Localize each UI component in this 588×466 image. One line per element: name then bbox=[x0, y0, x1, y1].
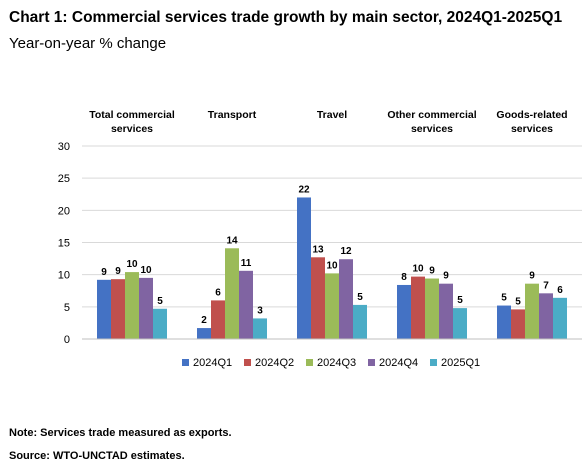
bar bbox=[339, 259, 353, 339]
bar bbox=[525, 283, 539, 339]
bar bbox=[511, 309, 525, 339]
bar bbox=[125, 272, 139, 339]
bar bbox=[253, 318, 267, 339]
data-label: 3 bbox=[257, 305, 263, 316]
legend-label: 2024Q4 bbox=[379, 357, 418, 369]
data-label: 5 bbox=[515, 296, 521, 307]
legend-swatch bbox=[182, 359, 189, 366]
data-label: 10 bbox=[326, 260, 338, 271]
bar bbox=[97, 279, 111, 339]
chart-source: Source: WTO-UNCTAD estimates. bbox=[9, 450, 185, 462]
y-tick-label: 10 bbox=[58, 270, 70, 282]
category-label: Other commercial services bbox=[387, 109, 476, 135]
legend-label: 2024Q2 bbox=[255, 357, 294, 369]
y-tick-label: 5 bbox=[64, 302, 70, 314]
bar bbox=[239, 270, 253, 339]
chart-title: Chart 1: Commercial services trade growt… bbox=[9, 9, 563, 26]
bar bbox=[111, 279, 125, 339]
y-tick-label: 25 bbox=[58, 173, 70, 185]
bar bbox=[497, 305, 511, 339]
chart-note: Note: Services trade measured as exports… bbox=[9, 427, 232, 439]
bar bbox=[297, 197, 311, 339]
bar bbox=[425, 278, 439, 339]
data-label: 10 bbox=[140, 265, 152, 276]
legend-label: 2024Q3 bbox=[317, 357, 356, 369]
bar bbox=[411, 276, 425, 339]
data-label: 9 bbox=[115, 266, 121, 277]
data-label: 14 bbox=[226, 235, 238, 246]
bar bbox=[439, 283, 453, 339]
data-label: 22 bbox=[298, 184, 310, 195]
data-label: 12 bbox=[340, 246, 352, 257]
data-label: 8 bbox=[401, 272, 407, 283]
data-label: 5 bbox=[501, 293, 507, 304]
legend-label: 2024Q1 bbox=[193, 357, 232, 369]
bar bbox=[311, 257, 325, 339]
data-label: 9 bbox=[529, 271, 535, 282]
y-tick-label: 20 bbox=[58, 205, 70, 217]
bar bbox=[539, 293, 553, 339]
data-label: 9 bbox=[429, 266, 435, 277]
data-label: 9 bbox=[443, 271, 449, 282]
y-tick-label: 15 bbox=[58, 238, 70, 250]
data-label: 5 bbox=[157, 296, 163, 307]
legend-label: 2025Q1 bbox=[441, 357, 480, 369]
data-label: 6 bbox=[557, 285, 563, 296]
bar bbox=[139, 277, 153, 339]
bar bbox=[325, 273, 339, 339]
y-tick-label: 0 bbox=[64, 334, 70, 346]
bar bbox=[225, 248, 239, 339]
bar bbox=[453, 308, 467, 339]
bar bbox=[153, 308, 167, 339]
bar bbox=[397, 284, 411, 339]
category-label: Transport bbox=[208, 109, 257, 121]
legend-swatch bbox=[430, 359, 437, 366]
data-label: 5 bbox=[457, 295, 463, 306]
data-label: 5 bbox=[357, 292, 363, 303]
bar bbox=[353, 304, 367, 339]
legend-swatch bbox=[368, 359, 375, 366]
data-label: 10 bbox=[412, 264, 424, 275]
data-label: 2 bbox=[201, 315, 207, 326]
bar bbox=[211, 300, 225, 339]
y-tick-label: 30 bbox=[58, 141, 70, 153]
legend-swatch bbox=[244, 359, 251, 366]
data-label: 10 bbox=[126, 259, 138, 270]
bar bbox=[197, 328, 211, 339]
data-label: 11 bbox=[241, 258, 252, 269]
category-label: Travel bbox=[317, 109, 347, 121]
category-label: Goods-related services bbox=[496, 109, 567, 135]
category-label: Total commercial services bbox=[89, 109, 175, 135]
data-label: 13 bbox=[312, 244, 324, 255]
legend-swatch bbox=[306, 359, 313, 366]
data-label: 6 bbox=[215, 287, 221, 298]
chart-subtitle: Year-on-year % change bbox=[9, 35, 167, 52]
data-label: 9 bbox=[101, 267, 107, 278]
bar bbox=[553, 297, 567, 339]
data-label: 7 bbox=[543, 280, 549, 291]
